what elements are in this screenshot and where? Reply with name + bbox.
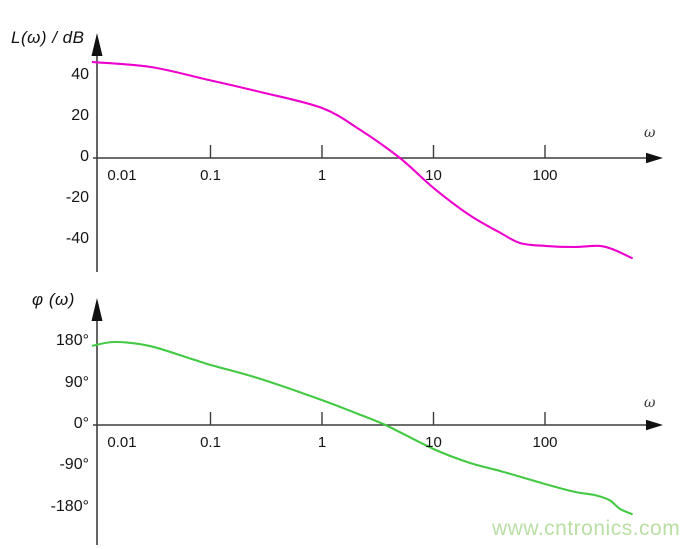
x-tick-label: 100 — [532, 434, 558, 451]
x-tick-label: 0.01 — [107, 434, 137, 451]
y-tick-label: -90° — [59, 456, 89, 474]
y-tick-label: 0° — [73, 415, 89, 432]
y-tick-label: 90° — [64, 373, 89, 391]
x-axis-arrowhead-icon — [646, 419, 663, 431]
y-tick-label: 180° — [55, 332, 89, 349]
phase-plot-title: φ (ω) — [32, 290, 75, 309]
x-tick-label: 10 — [425, 434, 442, 451]
phase-curve — [91, 340, 633, 516]
x-tick-label: 100 — [532, 167, 558, 184]
x-tick-label: 1 — [317, 434, 327, 451]
y-tick-label: -180° — [50, 497, 89, 515]
y-tick-label: 0 — [80, 148, 89, 165]
magnitude-plot-title: L(ω) / dB — [11, 28, 85, 47]
y-axis-arrowhead-icon — [91, 33, 103, 56]
phase-x-axis-omega-label: ω — [644, 395, 656, 411]
magnitude-curve — [91, 61, 633, 260]
x-axis-arrowhead-icon — [646, 152, 663, 164]
x-tick-label: 1 — [317, 167, 327, 184]
y-tick-label: -40 — [65, 230, 89, 247]
x-tick-label: 10 — [425, 167, 442, 184]
y-tick-label: 20 — [71, 107, 89, 124]
y-tick-label: -20 — [65, 189, 89, 206]
watermark: www.cntronics.com — [492, 517, 681, 540]
magnitude-x-axis-omega-label: ω — [644, 125, 656, 141]
y-tick-label: 40 — [71, 66, 89, 83]
x-tick-label: 0.1 — [200, 167, 221, 184]
y-axis-arrowhead-icon — [91, 298, 103, 321]
x-tick-label: 0.1 — [200, 434, 221, 451]
x-tick-label: 0.01 — [107, 167, 137, 184]
